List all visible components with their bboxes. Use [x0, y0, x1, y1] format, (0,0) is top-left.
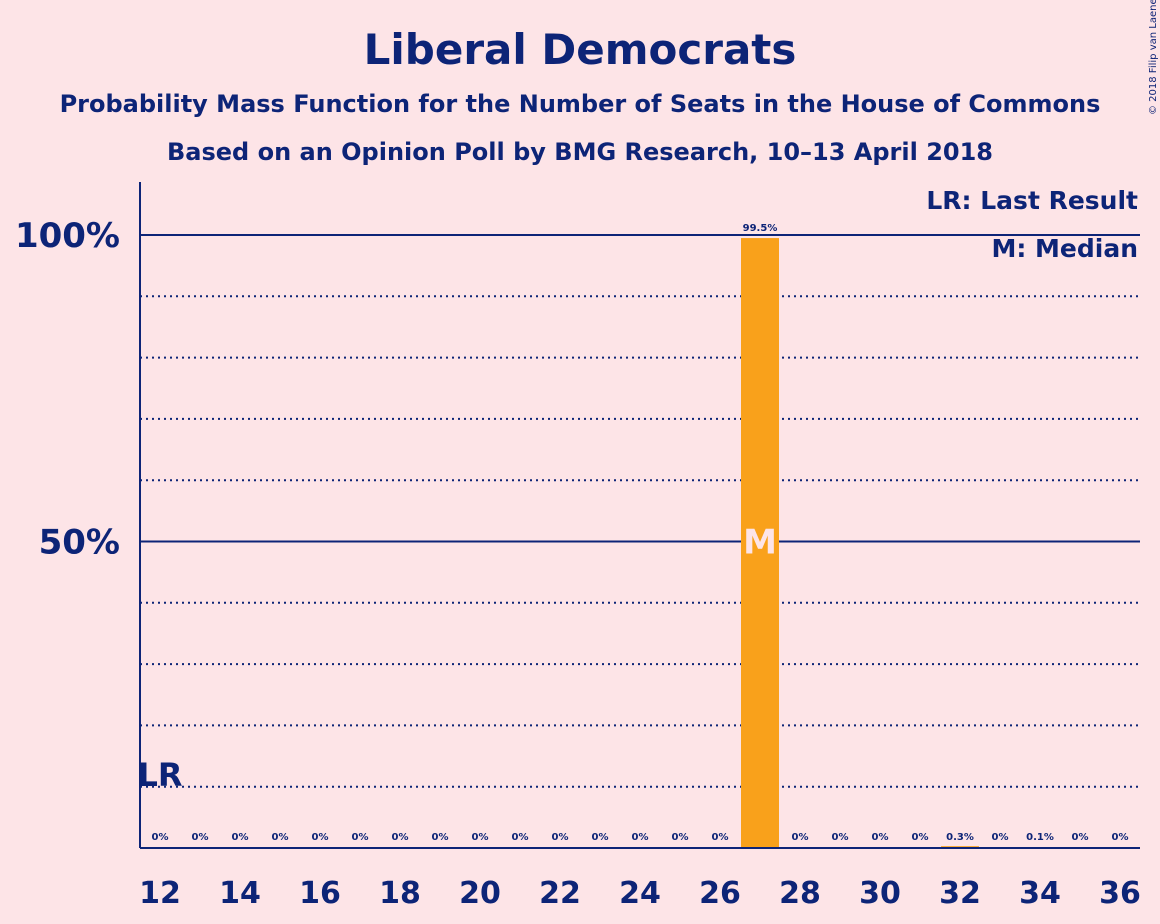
x-tick-label: 18: [379, 876, 421, 911]
data-label-seats-25: 0%: [672, 832, 689, 843]
median-marker: M: [743, 523, 777, 563]
data-label-seats-13: 0%: [192, 832, 209, 843]
data-label-seats-15: 0%: [272, 832, 289, 843]
data-label-seats-17: 0%: [352, 832, 369, 843]
data-label-seats-35: 0%: [1072, 832, 1089, 843]
chart-subtitle: Probability Mass Function for the Number…: [60, 90, 1101, 118]
x-tick-label: 26: [699, 876, 741, 911]
x-tick-label: 16: [299, 876, 341, 911]
x-tick-label: 22: [539, 876, 581, 911]
data-label-seats-30: 0%: [872, 832, 889, 843]
x-tick-label: 28: [779, 876, 821, 911]
x-axis-ticks: 12 14 16 18 20 22 24 26 28 30 32 34 36: [139, 876, 1141, 911]
x-tick-label: 30: [859, 876, 901, 911]
y-axis-ticks: 50% 100%: [15, 216, 120, 563]
legend-median: M: Median: [991, 234, 1138, 263]
data-label-seats-26: 0%: [712, 832, 729, 843]
data-labels: 0% 0% 0% 0% 0% 0% 0% 0% 0% 0% 0% 0% 0% 0% 0% 99.5% 0% 0% 0…: [137, 223, 1128, 843]
data-label-seats-28: 0%: [792, 832, 809, 843]
chart-subtitle-poll: Based on an Opinion Poll by BMG Research…: [167, 138, 993, 166]
data-label-seats-23: 0%: [592, 832, 609, 843]
x-tick-label: 34: [1019, 876, 1061, 911]
data-label-seats-29: 0%: [832, 832, 849, 843]
x-tick-label: 32: [939, 876, 981, 911]
data-label-seats-12: 0%: [152, 832, 169, 843]
data-label-seats-18: 0%: [392, 832, 409, 843]
x-tick-label: 36: [1099, 876, 1141, 911]
legend-last-result: LR: Last Result: [926, 186, 1138, 215]
data-label-seats-19: 0%: [432, 832, 449, 843]
data-label-seats-34: 0.1%: [1026, 832, 1054, 843]
x-tick-label: 24: [619, 876, 661, 911]
data-label-seats-36: 0%: [1112, 832, 1129, 843]
data-label-seats-24: 0%: [632, 832, 649, 843]
data-label-seats-20: 0%: [472, 832, 489, 843]
data-label-seats-14: 0%: [232, 832, 249, 843]
data-label-seats-27: 99.5%: [743, 223, 778, 234]
data-label-seats-32: 0.3%: [946, 832, 974, 843]
axes: [139, 182, 1140, 849]
x-tick-label: 20: [459, 876, 501, 911]
data-label-seats-21: 0%: [512, 832, 529, 843]
bar-seats-27: [741, 238, 779, 848]
data-label-seats-16: 0%: [312, 832, 329, 843]
bars: [741, 238, 1059, 848]
data-label-seats-31: 0%: [912, 832, 929, 843]
grid-lines: [140, 234, 1140, 788]
y-tick-label: 100%: [15, 216, 120, 256]
data-label-seats-22: 0%: [552, 832, 569, 843]
chart-title: Liberal Democrats: [364, 25, 797, 74]
data-label-seats-33: 0%: [992, 832, 1009, 843]
copyright-notice: © 2018 Filip van Laenen: [1148, 0, 1159, 115]
y-tick-label: 50%: [39, 523, 120, 563]
x-tick-label: 12: [139, 876, 181, 911]
last-result-marker: LR: [137, 756, 182, 794]
x-tick-label: 14: [219, 876, 261, 911]
